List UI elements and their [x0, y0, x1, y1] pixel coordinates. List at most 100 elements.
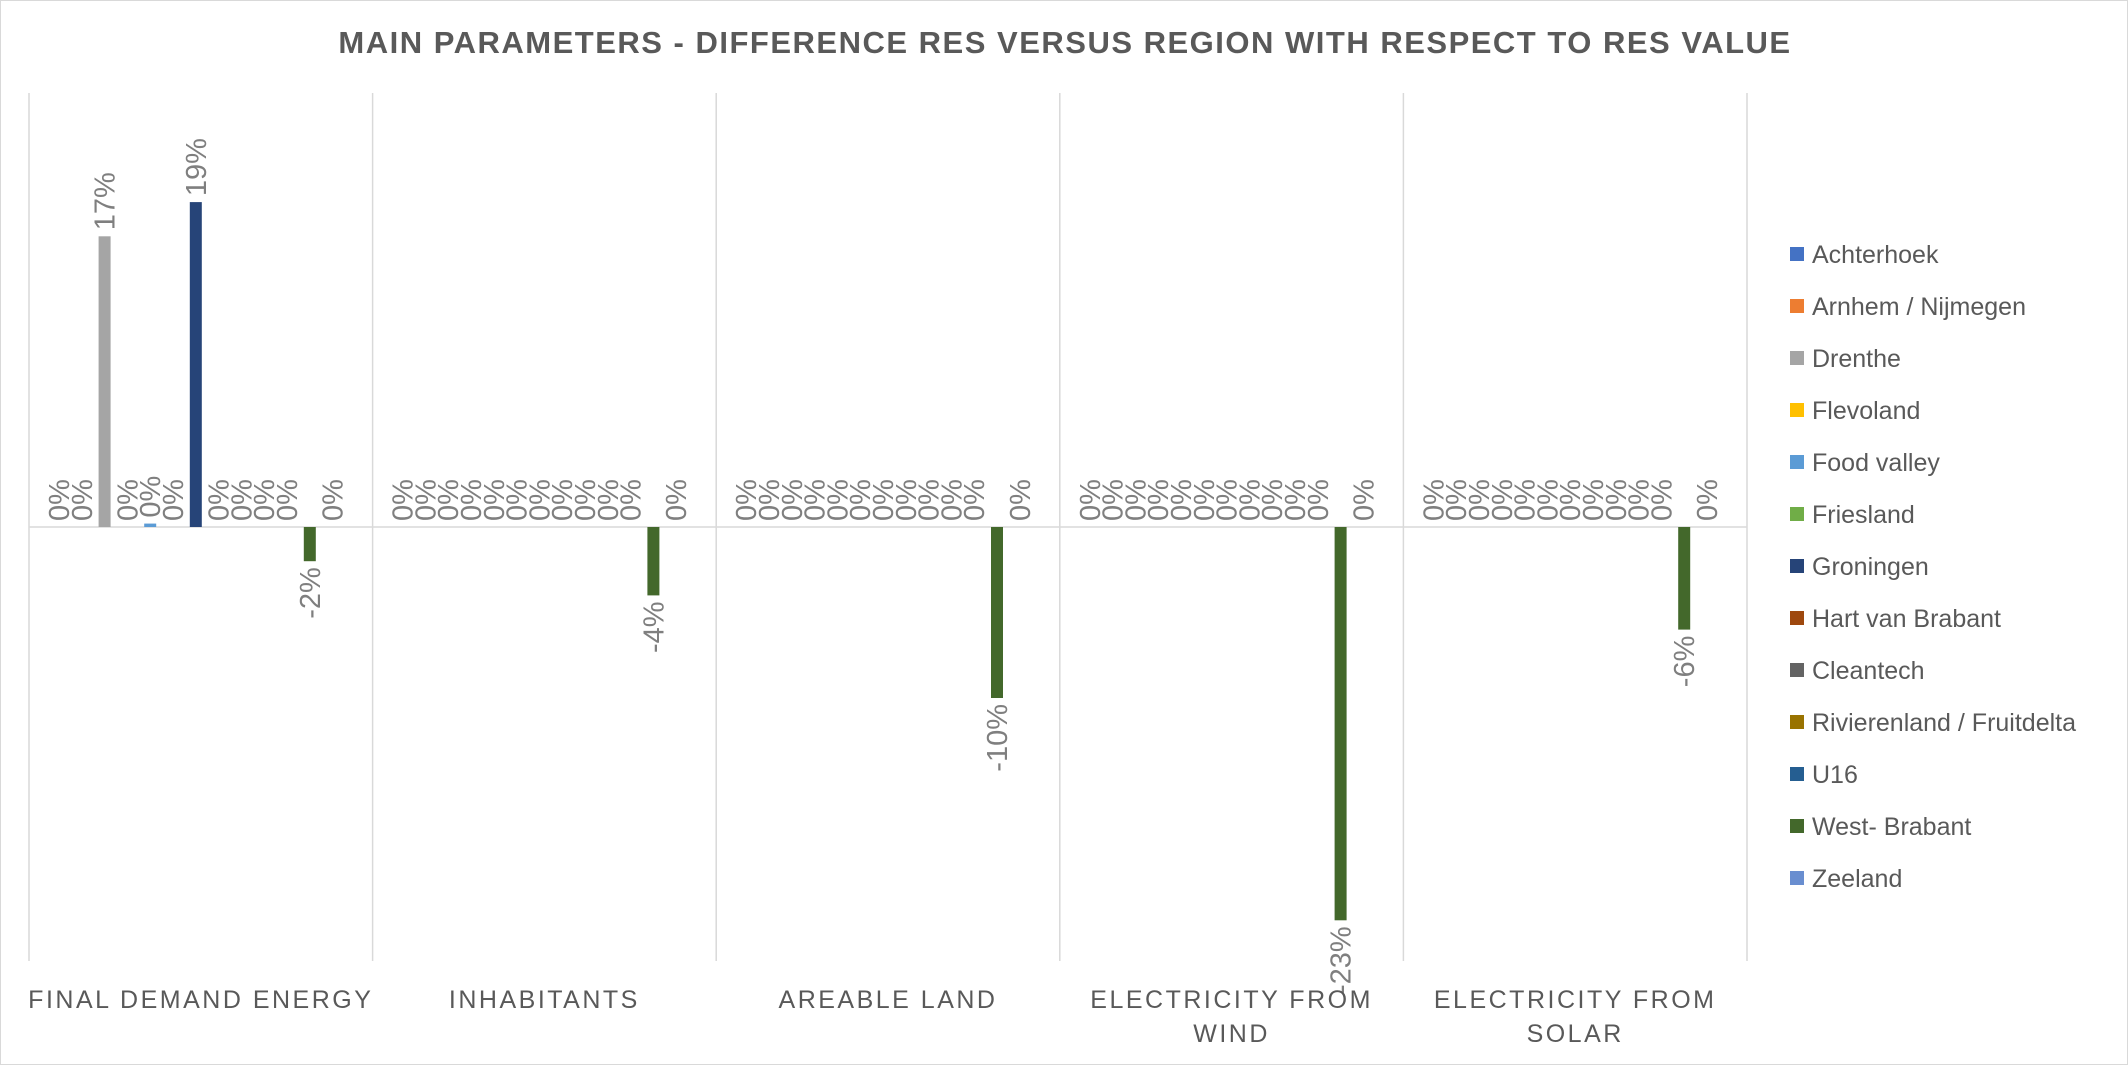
data-label: 0%: [1212, 479, 1244, 521]
data-label: 0%: [226, 479, 258, 521]
data-label: 0%: [479, 479, 511, 521]
legend-entry: Arnhem / Nijmegen: [1812, 293, 2026, 321]
legend: Achterhoek Arnhem / Nijmegen Drenthe Flevol…: [1790, 241, 2076, 893]
legend-entry: Rivierenland / Fruitdelta: [1812, 709, 2076, 737]
data-label: 0%: [547, 479, 579, 521]
data-label: 0%: [1143, 479, 1175, 521]
axis-layer: [28, 93, 1748, 961]
data-label: 0%: [822, 479, 854, 521]
data-label: 0%: [1418, 479, 1450, 521]
data-label: 0%: [1510, 479, 1542, 521]
legend-entry: Friesland: [1812, 501, 1915, 529]
data-label: 0%: [914, 479, 946, 521]
data-label: 0%: [570, 479, 602, 521]
data-label: 0%: [249, 479, 281, 521]
data-label: 0%: [661, 479, 693, 521]
legend-entry: Drenthe: [1812, 345, 1901, 373]
data-labels-layer: 0% 0% 0% 0% 0%0% 0% 0% 0% 0%17%0% 0% 0% 0%0% 0% 0% 0% 0…: [44, 138, 1724, 994]
data-label: 0%: [800, 479, 832, 521]
data-label: 0%: [433, 479, 465, 521]
legend-entry: Flevoland: [1812, 397, 1920, 425]
chart-title: MAIN PARAMETERS - DIFFERENCE RES VERSUS …: [338, 25, 1791, 60]
legend-swatch: [1790, 611, 1804, 625]
data-label: -10%: [982, 704, 1014, 772]
data-label: 0%: [524, 479, 556, 521]
data-label: 0%: [777, 479, 809, 521]
data-label: 0%: [1441, 479, 1473, 521]
data-label: 0%: [959, 479, 991, 521]
data-label: 0%: [1464, 479, 1496, 521]
data-label: 0%: [1280, 479, 1312, 521]
category-label: ELECTRICITY FROM: [1090, 986, 1373, 1014]
legend-swatch: [1790, 247, 1804, 261]
data-label: 0%: [135, 476, 167, 518]
data-label: 0%: [754, 479, 786, 521]
data-label: 0%: [1234, 479, 1266, 521]
legend-swatch: [1790, 767, 1804, 781]
data-label: 0%: [868, 479, 900, 521]
legend-swatch: [1790, 507, 1804, 521]
legend-swatch: [1790, 715, 1804, 729]
legend-swatch: [1790, 871, 1804, 885]
legend-entry: Achterhoek: [1812, 241, 1939, 269]
data-label: 0%: [891, 479, 923, 521]
data-label: 0%: [44, 479, 76, 521]
bar: [1334, 527, 1347, 921]
data-label: 0%: [1555, 479, 1587, 521]
legend-entry: Cleantech: [1812, 657, 1925, 685]
legend-entry: Food valley: [1812, 449, 1940, 477]
data-label: -2%: [295, 567, 327, 619]
data-label: 19%: [181, 138, 213, 196]
bar: [991, 527, 1003, 698]
category-label: AREABLE LAND: [779, 986, 998, 1014]
legend-entry: Hart van Brabant: [1812, 605, 2001, 633]
category-label: INHABITANTS: [449, 986, 640, 1014]
data-label: 0%: [1487, 479, 1519, 521]
data-label: 0%: [731, 479, 763, 521]
legend-swatch: [1790, 351, 1804, 365]
data-label: 0%: [1189, 479, 1221, 521]
data-label: 0%: [410, 479, 442, 521]
data-label: 0%: [593, 479, 625, 521]
data-label: 0%: [1646, 479, 1678, 521]
legend-swatch: [1790, 559, 1804, 573]
bars-layer: [98, 202, 1691, 921]
data-label: -6%: [1669, 636, 1701, 688]
data-label: 0%: [1120, 479, 1152, 521]
data-label: 0%: [1601, 479, 1633, 521]
data-label: 0%: [502, 479, 534, 521]
data-label: 0%: [1098, 479, 1130, 521]
legend-swatch: [1790, 663, 1804, 677]
bar: [144, 523, 157, 527]
data-label: 0%: [456, 479, 488, 521]
category-labels-layer: FINAL DEMAND ENERGY INHABITANTS AREABLE LA…: [28, 986, 1717, 1048]
data-label: 0%: [1075, 479, 1107, 521]
data-label: -23%: [1326, 926, 1358, 994]
bar: [1678, 527, 1691, 630]
data-label: 0%: [616, 479, 648, 521]
legend-entry: West- Brabant: [1812, 813, 1971, 841]
bar: [98, 236, 111, 528]
category-label: FINAL DEMAND ENERGY: [28, 986, 373, 1014]
data-label: 0%: [1257, 479, 1289, 521]
data-label: 0%: [1578, 479, 1610, 521]
data-label: 17%: [90, 172, 122, 230]
data-label: 0%: [1303, 479, 1335, 521]
data-label: 0%: [936, 479, 968, 521]
category-label: ELECTRICITY FROM: [1434, 986, 1717, 1014]
data-label: 0%: [112, 479, 144, 521]
data-label: 0%: [1166, 479, 1198, 521]
legend-swatch: [1790, 299, 1804, 313]
data-label: 0%: [1624, 479, 1656, 521]
bar: [303, 527, 316, 562]
data-label: 0%: [845, 479, 877, 521]
legend-swatch: [1790, 819, 1804, 833]
category-label: SOLAR: [1527, 1020, 1624, 1048]
bar: [647, 527, 660, 596]
legend-entry: U16: [1812, 761, 1858, 789]
legend-entry: Zeeland: [1812, 865, 1902, 893]
data-label: 0%: [1532, 479, 1564, 521]
data-label: 0%: [1692, 479, 1724, 521]
data-label: 0%: [388, 479, 420, 521]
